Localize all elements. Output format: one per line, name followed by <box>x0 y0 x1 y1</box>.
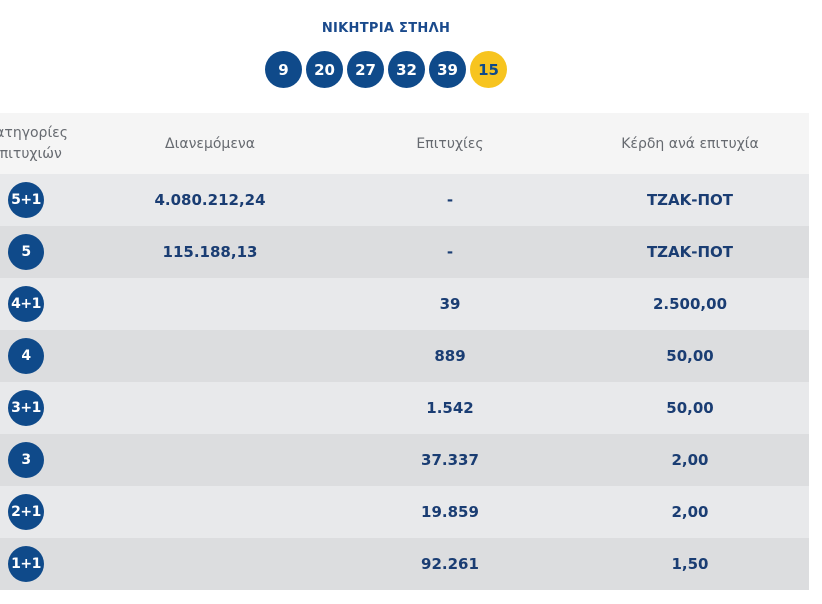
prize-table-header: Κατηγορίες επιτυχιών Διανεμόμενα Επιτυχί… <box>0 113 809 174</box>
winning-number-ball: 9 <box>265 51 302 88</box>
category-badge: 1+1 <box>8 546 44 582</box>
prize-value: ΤΖΑΚ-ΠΟΤ <box>646 243 734 261</box>
winners-value: 19.859 <box>421 503 479 521</box>
prize-value: 1,50 <box>671 555 709 573</box>
prize-value: 50,00 <box>666 347 714 365</box>
category-badge: 5+1 <box>8 182 44 218</box>
prize-value: 2,00 <box>671 451 709 469</box>
prize-value: 50,00 <box>666 399 714 417</box>
header-categories-line2: επιτυχιών <box>0 145 62 162</box>
table-row: 3+1 1.542 50,00 <box>0 382 809 434</box>
header-prize-per-winner: Κέρδη ανά επιτυχία <box>621 135 759 152</box>
category-badge: 3 <box>8 442 44 478</box>
winners-value: - <box>446 191 454 209</box>
prize-table: Κατηγορίες επιτυχιών Διανεμόμενα Επιτυχί… <box>0 113 809 590</box>
header-categories: Κατηγορίες επιτυχιών <box>0 113 72 174</box>
table-row: 5 115.188,13 - ΤΖΑΚ-ΠΟΤ <box>0 226 809 278</box>
distributed-value: 115.188,13 <box>162 243 258 261</box>
winners-value: 889 <box>434 347 466 365</box>
winners-value: 39 <box>439 295 461 313</box>
prize-value: ΤΖΑΚ-ΠΟΤ <box>646 191 734 209</box>
distributed-value <box>110 486 310 538</box>
table-row: 1+1 92.261 1,50 <box>0 538 809 590</box>
header-winners: Επιτυχίες <box>416 135 484 152</box>
winners-value: 92.261 <box>421 555 479 573</box>
table-row: 5+1 4.080.212,24 - ΤΖΑΚ-ΠΟΤ <box>0 174 809 226</box>
header-categories-line1: Κατηγορίες <box>0 124 68 141</box>
prize-value: 2.500,00 <box>652 295 728 313</box>
table-row: 4+1 39 2.500,00 <box>0 278 809 330</box>
category-badge: 2+1 <box>8 494 44 530</box>
distributed-value <box>110 538 310 590</box>
distributed-value <box>110 330 310 382</box>
winning-column-title: ΝΙΚΗΤΡΙΑ ΣΤΗΛΗ <box>321 21 451 36</box>
distributed-value <box>110 382 310 434</box>
winning-number-ball: 27 <box>347 51 384 88</box>
winning-numbers: 9 20 27 32 39 15 <box>265 51 507 89</box>
category-badge: 4 <box>8 338 44 374</box>
table-row: 3 37.337 2,00 <box>0 434 809 486</box>
winners-value: 1.542 <box>426 399 474 417</box>
table-row: 2+1 19.859 2,00 <box>0 486 809 538</box>
category-badge: 5 <box>8 234 44 270</box>
winning-number-ball: 20 <box>306 51 343 88</box>
joker-number-ball: 15 <box>470 51 507 88</box>
category-badge: 4+1 <box>8 286 44 322</box>
distributed-value: 4.080.212,24 <box>154 191 266 209</box>
header-distributed: Διανεμόμενα <box>165 135 255 152</box>
winners-value: 37.337 <box>421 451 479 469</box>
winning-number-ball: 39 <box>429 51 466 88</box>
table-row: 4 889 50,00 <box>0 330 809 382</box>
distributed-value <box>110 434 310 486</box>
distributed-value <box>110 278 310 330</box>
prize-value: 2,00 <box>671 503 709 521</box>
category-badge: 3+1 <box>8 390 44 426</box>
winners-value: - <box>446 243 454 261</box>
winning-number-ball: 32 <box>388 51 425 88</box>
